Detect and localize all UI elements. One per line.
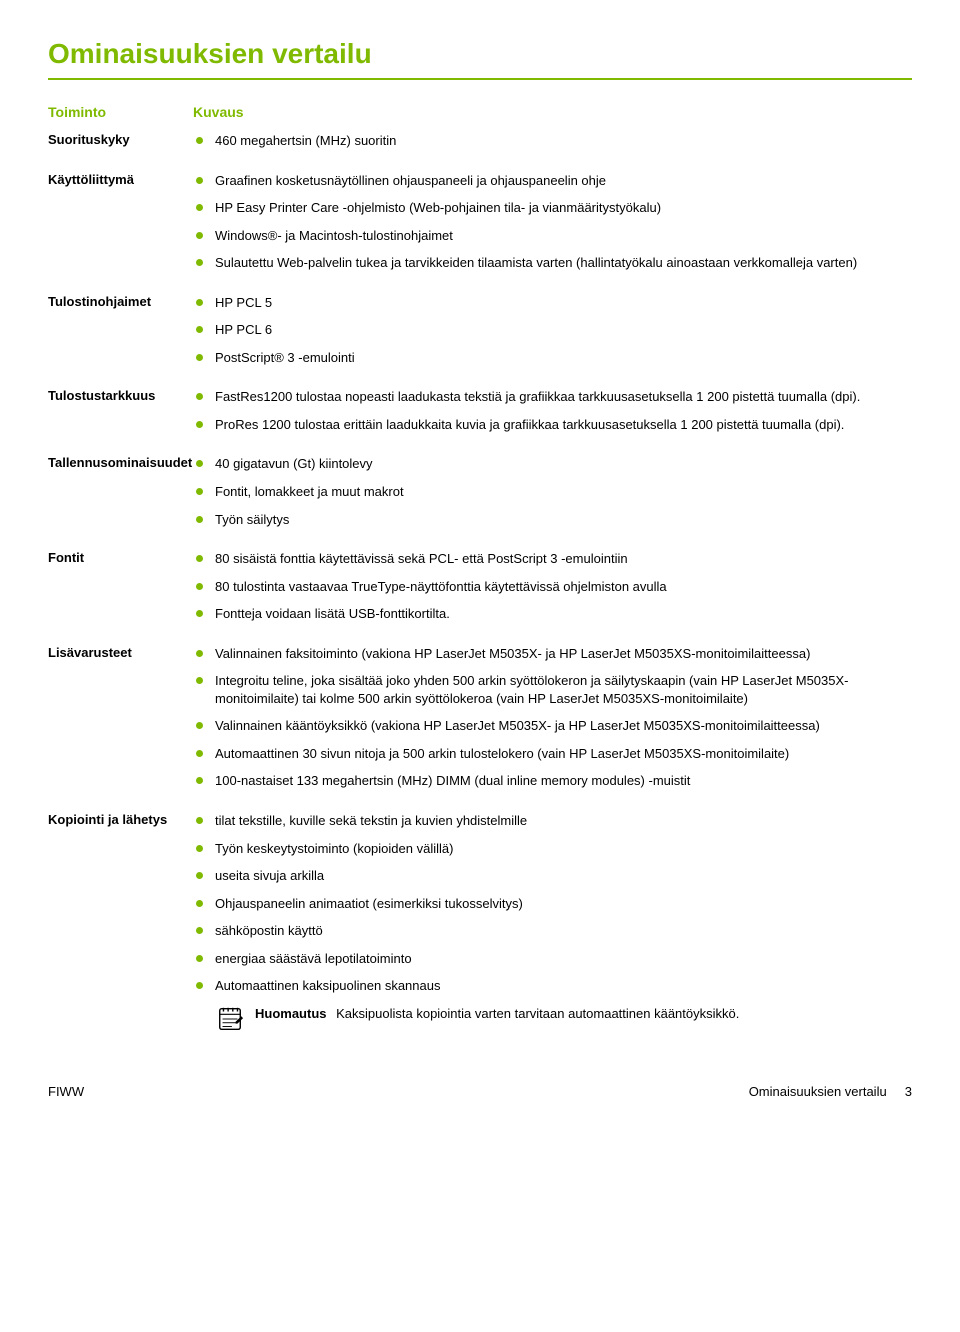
feature-table: Toiminto Kuvaus Suorituskyky 460 megaher… [48, 98, 912, 1042]
list-item: HP PCL 5 [193, 294, 912, 312]
col-header-desc: Kuvaus [193, 98, 912, 126]
row-label-ui: Käyttöliittymä [48, 166, 193, 288]
list-item: energiaa säästävä lepotilatoiminto [193, 950, 912, 968]
list-item: Integroitu teline, joka sisältää joko yh… [193, 672, 912, 707]
list-item: 80 tulostinta vastaavaa TrueType-näyttöf… [193, 578, 912, 596]
list-item: 460 megahertsin (MHz) suoritin [193, 132, 912, 150]
list-item: Sulautettu Web-palvelin tukea ja tarvikk… [193, 254, 912, 272]
list-item: HP PCL 6 [193, 321, 912, 339]
row-label-fonts: Fontit [48, 544, 193, 639]
res-list: FastRes1200 tulostaa nopeasti laadukasta… [193, 388, 912, 433]
footer-page-number: 3 [905, 1084, 912, 1099]
list-item: useita sivuja arkilla [193, 867, 912, 885]
list-item: Automaattinen 30 sivun nitoja ja 500 ark… [193, 745, 912, 763]
note-label: Huomautus [255, 1006, 327, 1021]
page-title: Ominaisuuksien vertailu [48, 38, 912, 70]
row-label-drivers: Tulostinohjaimet [48, 288, 193, 383]
acc-list: Valinnainen faksitoiminto (vakiona HP La… [193, 645, 912, 790]
footer-left: FIWW [48, 1084, 84, 1099]
row-label-copy: Kopiointi ja lähetys [48, 806, 193, 1042]
list-item: Työn keskeytystoiminto (kopioiden välill… [193, 840, 912, 858]
list-item: tilat tekstille, kuville sekä tekstin ja… [193, 812, 912, 830]
note-row: Huomautus Kaksipuolista kopiointia varte… [215, 1005, 912, 1036]
list-item: Automaattinen kaksipuolinen skannaus [193, 977, 912, 995]
row-label-res: Tulostustarkkuus [48, 382, 193, 449]
list-item: PostScript® 3 -emulointi [193, 349, 912, 367]
col-header-feature: Toiminto [48, 98, 193, 126]
list-item: Ohjauspaneelin animaatiot (esimerkiksi t… [193, 895, 912, 913]
list-item: Graafinen kosketusnäytöllinen ohjauspane… [193, 172, 912, 190]
fonts-list: 80 sisäistä fonttia käytettävissä sekä P… [193, 550, 912, 623]
footer-section-title: Ominaisuuksien vertailu [749, 1084, 887, 1099]
list-item: Fontit, lomakkeet ja muut makrot [193, 483, 912, 501]
note-icon [215, 1005, 245, 1036]
perf-list: 460 megahertsin (MHz) suoritin [193, 132, 912, 150]
list-item: Fontteja voidaan lisätä USB-fonttikortil… [193, 605, 912, 623]
list-item: Windows®- ja Macintosh-tulostinohjaimet [193, 227, 912, 245]
footer: FIWW Ominaisuuksien vertailu 3 [48, 1084, 912, 1099]
list-item: 80 sisäistä fonttia käytettävissä sekä P… [193, 550, 912, 568]
copy-list: tilat tekstille, kuville sekä tekstin ja… [193, 812, 912, 995]
list-item: HP Easy Printer Care -ohjelmisto (Web-po… [193, 199, 912, 217]
list-item: Valinnainen kääntöyksikkö (vakiona HP La… [193, 717, 912, 735]
list-item: ProRes 1200 tulostaa erittäin laadukkait… [193, 416, 912, 434]
list-item: 100-nastaiset 133 megahertsin (MHz) DIMM… [193, 772, 912, 790]
row-label-storage: Tallennusominaisuudet [48, 449, 193, 544]
list-item: 40 gigatavun (Gt) kiintolevy [193, 455, 912, 473]
list-item: sähköpostin käyttö [193, 922, 912, 940]
note-body: Kaksipuolista kopiointia varten tarvitaa… [336, 1006, 739, 1021]
storage-list: 40 gigatavun (Gt) kiintolevy Fontit, lom… [193, 455, 912, 528]
list-item: FastRes1200 tulostaa nopeasti laadukasta… [193, 388, 912, 406]
list-item: Valinnainen faksitoiminto (vakiona HP La… [193, 645, 912, 663]
drivers-list: HP PCL 5 HP PCL 6 PostScript® 3 -emuloin… [193, 294, 912, 367]
row-label-perf: Suorituskyky [48, 126, 193, 166]
footer-right: Ominaisuuksien vertailu 3 [749, 1084, 912, 1099]
row-label-acc: Lisävarusteet [48, 639, 193, 806]
note-text: Huomautus Kaksipuolista kopiointia varte… [255, 1005, 739, 1023]
ui-list: Graafinen kosketusnäytöllinen ohjauspane… [193, 172, 912, 272]
title-rule [48, 78, 912, 80]
list-item: Työn säilytys [193, 511, 912, 529]
